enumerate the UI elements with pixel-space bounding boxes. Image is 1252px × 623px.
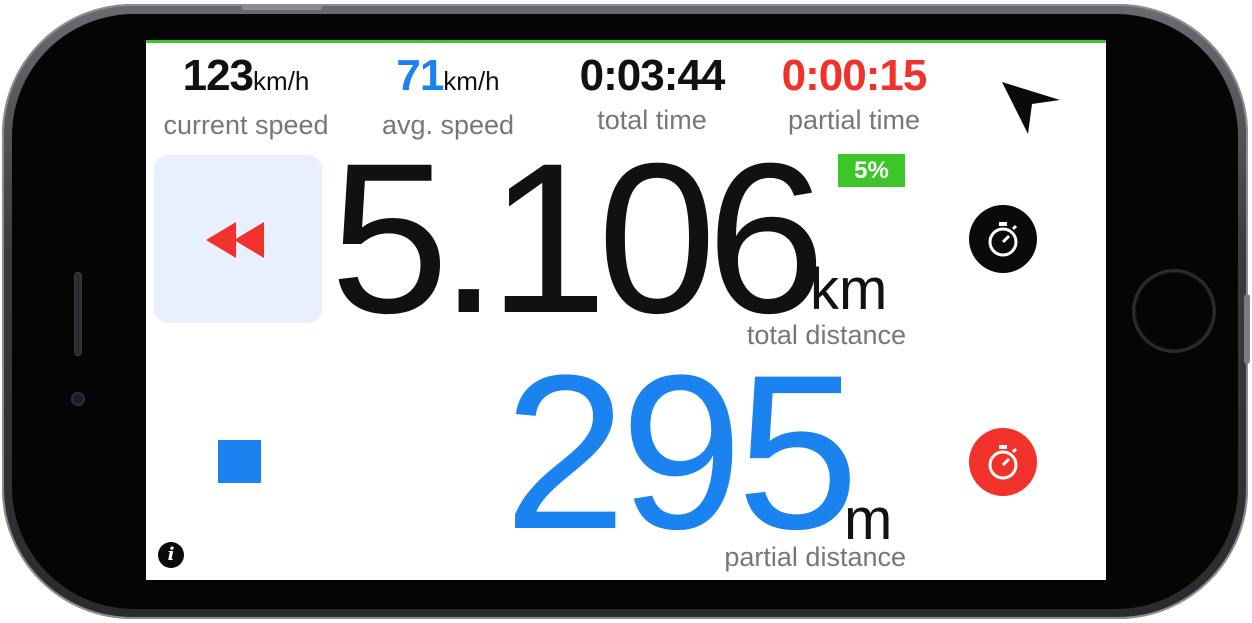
total-distance-label: total distance: [746, 320, 906, 350]
partial-stopwatch-button[interactable]: [969, 428, 1037, 496]
total-time-label: total time: [597, 105, 707, 135]
partial-distance-label: partial distance: [724, 542, 906, 572]
total-distance-value: 5.106: [330, 119, 826, 358]
progress-badge: 5%: [838, 154, 905, 187]
total-time-value: 0:03:44: [579, 51, 726, 100]
current-speed-label: current speed: [163, 110, 329, 140]
avg-speed-unit: km/h: [443, 66, 500, 96]
partial-distance-unit: m: [844, 487, 893, 552]
total-stopwatch-button[interactable]: [969, 205, 1037, 273]
front-camera: [71, 392, 85, 406]
stopwatch-icon: [988, 445, 1018, 480]
partial-time-stat: 0:00:15 partial time: [754, 50, 954, 136]
current-speed-value: 123km/h: [182, 51, 310, 100]
app-screen: 123km/h current speed 71km/h avg. speed …: [146, 40, 1106, 580]
current-speed-unit: km/h: [253, 66, 310, 96]
speaker-grille: [74, 272, 82, 356]
info-icon[interactable]: i: [158, 542, 184, 568]
avg-speed-label: avg. speed: [381, 110, 515, 140]
avg-speed-value: 71km/h: [396, 51, 500, 100]
navigation-arrow-icon[interactable]: [998, 80, 1062, 136]
avg-speed-stat: 71km/h avg. speed: [348, 50, 548, 141]
power-button: [242, 4, 322, 10]
partial-time-label: partial time: [787, 105, 921, 135]
stopwatch-icon: [988, 222, 1018, 257]
total-distance-unit: km: [810, 257, 888, 322]
rewind-button[interactable]: [154, 155, 322, 323]
current-speed-stat: 123km/h current speed: [146, 50, 346, 141]
gps-status-bar: [146, 40, 1106, 43]
side-button: [1244, 294, 1250, 364]
partial-distance-value: 295: [504, 329, 859, 575]
home-button[interactable]: [1135, 272, 1213, 350]
stop-button[interactable]: [218, 440, 261, 483]
rewind-icon: [206, 222, 264, 258]
partial-time-value: 0:00:15: [781, 51, 928, 100]
total-time-stat: 0:03:44 total time: [552, 50, 752, 136]
